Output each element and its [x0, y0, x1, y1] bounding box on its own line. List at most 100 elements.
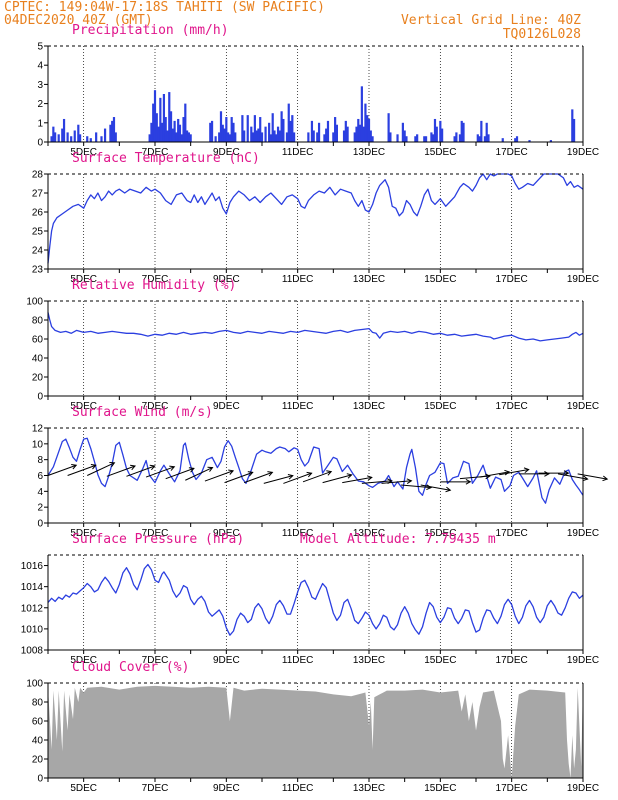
header-station: CPTEC: 149:04W-17:18S TAHITI (SW PACIFIC…	[4, 0, 325, 15]
x-tick-label: 5DEC	[70, 274, 97, 285]
x-tick-label: 5DEC	[70, 783, 97, 794]
y-tick-label: 5	[37, 42, 43, 53]
precip-bar	[282, 118, 285, 142]
y-tick-label: 1008	[21, 646, 44, 657]
precip-bar	[293, 132, 296, 142]
x-tick-label: 17DEC	[496, 783, 528, 794]
x-tick-label: 17DEC	[496, 274, 528, 285]
wind-vector-arrow	[243, 471, 274, 484]
precip-bar	[367, 118, 371, 142]
precip-bar	[275, 134, 278, 142]
precip-bar	[396, 134, 399, 142]
precip-bar	[50, 136, 53, 142]
y-tick-label: 23	[32, 265, 44, 276]
precip-bar	[289, 120, 292, 142]
x-tick-label: 19DEC	[567, 783, 599, 794]
x-tick-label: 11DEC	[282, 401, 314, 412]
y-tick-label: 1016	[21, 561, 44, 572]
precip-bar	[70, 136, 73, 142]
panel-title: Relative Humidity (%)	[72, 278, 236, 293]
precip-bar	[52, 126, 55, 142]
x-tick-label: 17DEC	[496, 528, 528, 539]
x-tick-label: 11DEC	[282, 783, 314, 794]
precip-bar	[405, 136, 408, 142]
precip-bar	[228, 134, 231, 142]
precip-bar	[164, 117, 167, 142]
precip-bar	[432, 134, 435, 142]
panel-title: Surface Wind (m/s)	[72, 405, 213, 420]
precip-bar	[61, 128, 64, 142]
precip-bar	[278, 130, 281, 142]
precip-bar	[358, 124, 362, 142]
x-tick-label: 17DEC	[496, 401, 528, 412]
x-tick-label: 7DEC	[142, 655, 169, 666]
precip-bar	[168, 92, 171, 142]
cloud-cover-area	[48, 683, 583, 778]
precip-bar	[219, 111, 223, 142]
precip-bar	[332, 132, 335, 142]
x-tick-label: 15DEC	[424, 528, 456, 539]
precip-bar	[460, 120, 463, 142]
precip-bar	[291, 115, 294, 142]
x-tick-label: 9DEC	[213, 783, 240, 794]
panel-title: Surface Temperature (nC)	[72, 151, 260, 166]
x-tick-label: 7DEC	[142, 274, 169, 285]
y-tick-label: 4	[37, 487, 43, 498]
precip-bar	[439, 120, 442, 142]
precip-bar	[223, 128, 226, 142]
precip-bar	[218, 132, 221, 142]
precip-bar	[424, 136, 428, 142]
precip-bar	[260, 132, 264, 142]
wind-vector-arrow	[322, 473, 353, 484]
wind-vector-arrow	[283, 471, 313, 484]
y-tick-label: 60	[32, 335, 44, 346]
y-tick-label: 26	[32, 208, 44, 219]
precip-bar	[86, 136, 89, 142]
x-tick-label: 17DEC	[496, 147, 528, 158]
x-tick-label: 5DEC	[70, 655, 97, 666]
wind-vector-arrow	[499, 467, 530, 476]
precip-bar	[334, 117, 337, 142]
precip-bar	[57, 134, 60, 142]
precip-bar	[152, 103, 155, 142]
panel-annotation: Model Altitude: 7.79435 m	[300, 532, 496, 547]
precip-bar	[166, 130, 169, 142]
panel-cloud: 0 20 40 60 80 100 5DEC 7DEC 9DEC 11DEC 13DEC 15DEC 1…	[26, 660, 599, 794]
precip-bar	[157, 126, 160, 142]
y-tick-label: 80	[32, 316, 44, 327]
y-tick-label: 1014	[21, 582, 44, 593]
header-model: TQ0126L028	[503, 27, 581, 42]
precip-bar	[515, 136, 519, 142]
x-tick-label: 11DEC	[282, 147, 314, 158]
precip-bar	[177, 118, 180, 142]
precip-bar	[487, 134, 490, 142]
precip-bar	[478, 136, 481, 142]
precip-bar	[285, 132, 289, 142]
panel-rh: 0 20 40 60 80 100 5DEC 7DEC 9DEC 11DEC 13DEC 15DEC 1…	[26, 278, 599, 412]
y-tick-label: 2	[37, 503, 43, 514]
wind-vector-arrow	[577, 473, 609, 482]
x-tick-label: 9DEC	[213, 274, 240, 285]
x-tick-label: 15DEC	[424, 783, 456, 794]
wind-vector-arrow	[538, 470, 570, 476]
panel-pres: 1008 1010 1012 1014 1016 5DEC 7DEC 9DEC 11DEC 13D…	[21, 532, 599, 666]
x-tick-label: 9DEC	[213, 147, 240, 158]
precip-bar	[54, 132, 57, 142]
precip-bar	[271, 113, 274, 142]
x-tick-label: 15DEC	[424, 655, 456, 666]
y-tick-label: 1010	[21, 624, 44, 635]
y-tick-label: 1012	[21, 603, 44, 614]
panel-wind: 0 2 4 6 8 10 12 5DEC 7DEC 9DEC 11DEC 13DEC 15DEC 17DE…	[32, 405, 609, 539]
wind-vector-arrow	[401, 484, 433, 491]
precip-bar	[159, 97, 162, 142]
precip-bar	[280, 111, 283, 142]
precip-bar	[178, 124, 182, 142]
y-tick-label: 0	[37, 392, 43, 403]
wind-vector-arrow	[263, 474, 294, 484]
precip-bar	[549, 140, 552, 142]
x-tick-label: 13DEC	[353, 783, 385, 794]
precip-bar	[455, 132, 458, 142]
precip-bar	[221, 124, 224, 142]
x-tick-label: 11DEC	[282, 274, 314, 285]
